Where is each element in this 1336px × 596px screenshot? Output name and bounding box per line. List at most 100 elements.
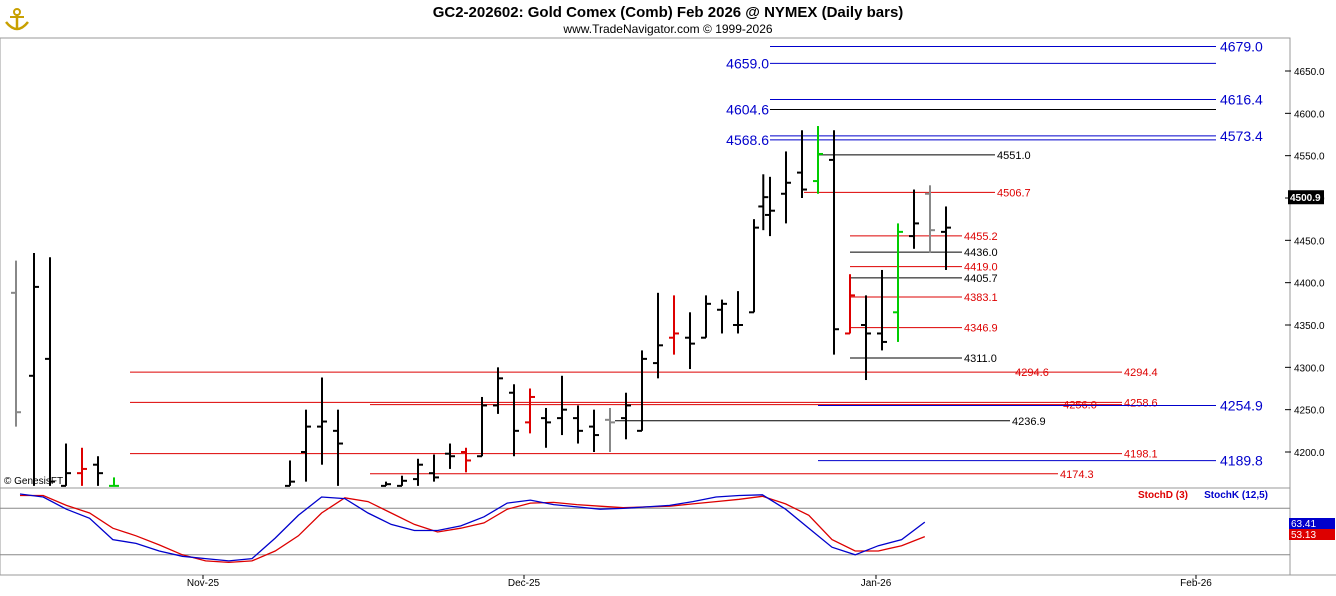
ohlc-bar: [813, 126, 823, 194]
level-label: 4436.0: [964, 247, 998, 259]
y-tick-label: 4400.0: [1294, 279, 1325, 290]
level-label: 4616.4: [1220, 91, 1263, 107]
level-label: 4604.6: [726, 101, 769, 117]
legend-stoch-k: StochK (12,5): [1204, 490, 1268, 501]
stoch-k-value: 63.41: [1291, 519, 1316, 530]
level-label: 4174.3: [1060, 469, 1094, 481]
ohlc-bar: [93, 456, 103, 486]
level-lines: 4679.0 4659.0 4616.4 4604.6 4573.4 4568.6 4551…: [130, 38, 1263, 481]
level-label: 4455.2: [964, 231, 998, 243]
price-bars: [11, 126, 951, 487]
ohlc-bar: [941, 206, 951, 270]
ohlc-bar: [45, 257, 55, 486]
level-label: 4236.9: [1012, 416, 1046, 428]
level-label: 4294.4: [1124, 367, 1158, 379]
ohlc-bar: [733, 291, 743, 334]
ohlc-bar: [493, 367, 503, 414]
ohlc-bar: [77, 447, 87, 486]
y-tick-label: 4600.0: [1294, 109, 1325, 120]
ohlc-bar: [11, 260, 21, 427]
stochastic-panel: [0, 487, 1291, 576]
ohlc-bar: [637, 350, 647, 432]
ohlc-bar: [61, 443, 71, 487]
ohlc-bar: [765, 176, 775, 237]
ohlc-bar: [797, 130, 807, 198]
level-label: 4405.7: [964, 273, 998, 285]
ohlc-bar: [621, 392, 631, 440]
ohlc-bar: [653, 292, 663, 379]
level-label: 4506.7: [997, 187, 1031, 199]
level-label: 4189.8: [1220, 453, 1263, 469]
stoch-k-line: [19, 493, 926, 562]
price-y-axis: 4200.0 4250.0 4300.0 4350.0 4400.0 4450.0 4500…: [1285, 67, 1325, 459]
level-label: 4294.6: [1015, 367, 1049, 379]
x-tick-label: Nov-25: [187, 578, 220, 589]
stoch-d-value: 53.13: [1291, 530, 1316, 541]
level-label: 4659.0: [726, 55, 769, 71]
ohlc-bar: [749, 219, 759, 314]
stoch-d-line: [20, 494, 926, 564]
ohlc-bar: [477, 396, 487, 458]
x-tick-label: Dec-25: [508, 578, 541, 589]
date-x-axis: Nov-25 Dec-25 Jan-26 Feb-26: [187, 575, 1212, 589]
level-label: 4679.0: [1220, 38, 1263, 54]
ohlc-bar: [525, 388, 535, 434]
stoch-k-value-marker: [1289, 518, 1335, 529]
ohlc-bar: [317, 377, 327, 465]
last-price-label: 4500.9: [1290, 193, 1321, 204]
ohlc-bar: [29, 253, 39, 486]
ohlc-bar: [909, 189, 919, 249]
level-label: 4551.0: [997, 150, 1031, 162]
legend-stoch-d: StochD (3): [1138, 490, 1188, 501]
anchor-logo-icon: [5, 8, 29, 31]
level-label: 4573.4: [1220, 128, 1263, 144]
x-tick-label: Feb-26: [1180, 578, 1212, 589]
ohlc-bar: [758, 174, 769, 231]
ohlc-bar: [381, 481, 391, 487]
ohlc-bar: [845, 274, 855, 335]
level-label: 4419.0: [964, 262, 998, 274]
ohlc-bar: [285, 460, 295, 487]
ohlc-bar: [445, 443, 455, 469]
page-title: GC2-202602: Gold Comex (Comb) Feb 2026 @…: [433, 4, 904, 21]
ohlc-bar: [557, 375, 567, 436]
y-tick-label: 4350.0: [1294, 321, 1325, 332]
last-price-marker: [1288, 190, 1324, 205]
y-tick-label: 4200.0: [1294, 448, 1325, 459]
logo: [5, 8, 29, 31]
ohlc-bar: [301, 409, 311, 482]
level-label: 4568.6: [726, 132, 769, 148]
ohlc-bar: [685, 312, 695, 370]
ohlc-bar: [829, 130, 839, 355]
price-panel: [0, 37, 1291, 489]
ohlc-bar: [541, 407, 551, 448]
level-label: 4346.9: [964, 323, 998, 335]
ohlc-bar: [509, 384, 519, 457]
ohlc-bar: [413, 458, 423, 486]
level-label: 4198.1: [1124, 449, 1158, 461]
ohlc-bar: [605, 407, 615, 452]
y-tick-label: 4450.0: [1294, 236, 1325, 247]
stoch-d-value-marker: [1289, 529, 1335, 540]
watermark: © GenesisFT: [4, 476, 63, 487]
ohlc-bar: [429, 454, 439, 482]
ohlc-bar: [877, 269, 887, 351]
ohlc-bar: [669, 295, 679, 355]
ohlc-bar: [589, 409, 599, 452]
level-label: 4311.0: [964, 353, 997, 365]
ohlc-bar: [333, 409, 343, 486]
ohlc-bar: [109, 477, 119, 487]
y-tick-label: 4250.0: [1294, 406, 1325, 417]
ohlc-bar: [461, 447, 471, 473]
ohlc-bar: [925, 185, 935, 254]
ohlc-bar: [701, 295, 711, 339]
y-tick-label: 4650.0: [1294, 67, 1325, 78]
ohlc-bar: [893, 223, 903, 342]
y-tick-label: 4550.0: [1294, 152, 1325, 163]
ohlc-bar: [781, 151, 791, 224]
ohlc-bar: [861, 295, 871, 381]
level-label: 4254.9: [1220, 398, 1263, 414]
